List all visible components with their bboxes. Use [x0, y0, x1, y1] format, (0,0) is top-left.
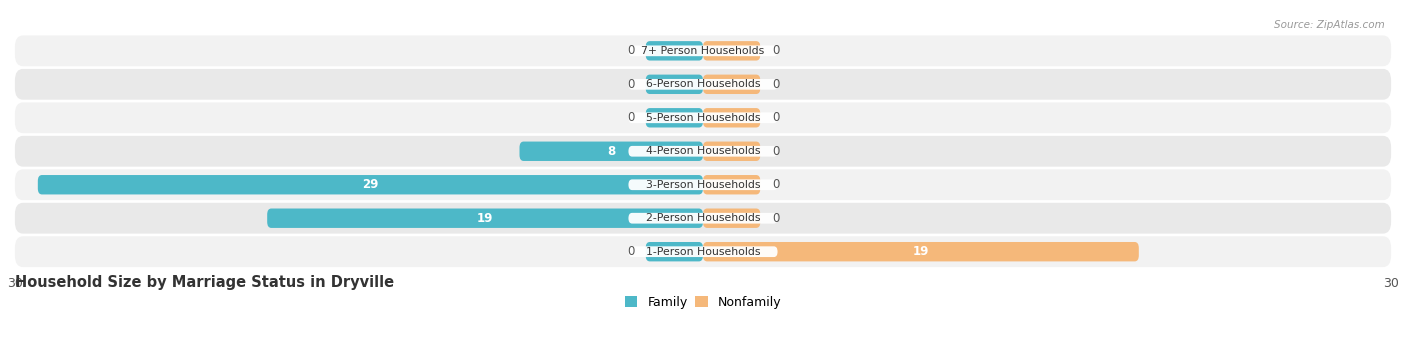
FancyBboxPatch shape: [703, 141, 761, 161]
Text: 0: 0: [772, 78, 779, 91]
FancyBboxPatch shape: [645, 242, 703, 261]
Text: 0: 0: [627, 78, 634, 91]
FancyBboxPatch shape: [703, 108, 761, 128]
Text: 19: 19: [477, 212, 494, 225]
FancyBboxPatch shape: [628, 213, 778, 224]
Text: 0: 0: [627, 44, 634, 57]
FancyBboxPatch shape: [703, 208, 761, 228]
Text: 8: 8: [607, 145, 616, 158]
Text: Household Size by Marriage Status in Dryville: Household Size by Marriage Status in Dry…: [15, 275, 394, 290]
FancyBboxPatch shape: [628, 46, 778, 56]
Text: 0: 0: [772, 145, 779, 158]
FancyBboxPatch shape: [15, 236, 1391, 267]
FancyBboxPatch shape: [645, 108, 703, 128]
FancyBboxPatch shape: [15, 69, 1391, 100]
FancyBboxPatch shape: [628, 180, 778, 190]
Text: 7+ Person Households: 7+ Person Households: [641, 46, 765, 56]
FancyBboxPatch shape: [703, 74, 761, 94]
Text: 0: 0: [772, 178, 779, 191]
FancyBboxPatch shape: [703, 41, 761, 61]
FancyBboxPatch shape: [628, 113, 778, 123]
FancyBboxPatch shape: [703, 175, 761, 194]
FancyBboxPatch shape: [628, 246, 778, 257]
FancyBboxPatch shape: [15, 203, 1391, 234]
FancyBboxPatch shape: [645, 74, 703, 94]
Text: 6-Person Households: 6-Person Households: [645, 79, 761, 89]
Text: 29: 29: [363, 178, 378, 191]
Text: Source: ZipAtlas.com: Source: ZipAtlas.com: [1274, 20, 1385, 30]
Text: 4-Person Households: 4-Person Households: [645, 146, 761, 156]
Text: 1-Person Households: 1-Person Households: [645, 247, 761, 257]
FancyBboxPatch shape: [15, 102, 1391, 133]
FancyBboxPatch shape: [38, 175, 703, 194]
Text: 2-Person Households: 2-Person Households: [645, 213, 761, 223]
FancyBboxPatch shape: [267, 208, 703, 228]
FancyBboxPatch shape: [628, 146, 778, 157]
Text: 0: 0: [627, 245, 634, 258]
Text: 3-Person Households: 3-Person Households: [645, 180, 761, 190]
Text: 0: 0: [772, 212, 779, 225]
Text: 5-Person Households: 5-Person Households: [645, 113, 761, 123]
Legend: Family, Nonfamily: Family, Nonfamily: [624, 296, 782, 309]
FancyBboxPatch shape: [519, 141, 703, 161]
FancyBboxPatch shape: [628, 79, 778, 90]
FancyBboxPatch shape: [645, 41, 703, 61]
FancyBboxPatch shape: [15, 136, 1391, 167]
Text: 19: 19: [912, 245, 929, 258]
FancyBboxPatch shape: [703, 242, 1139, 261]
FancyBboxPatch shape: [15, 35, 1391, 66]
Text: 0: 0: [627, 111, 634, 124]
FancyBboxPatch shape: [15, 169, 1391, 200]
Text: 0: 0: [772, 111, 779, 124]
Text: 0: 0: [772, 44, 779, 57]
